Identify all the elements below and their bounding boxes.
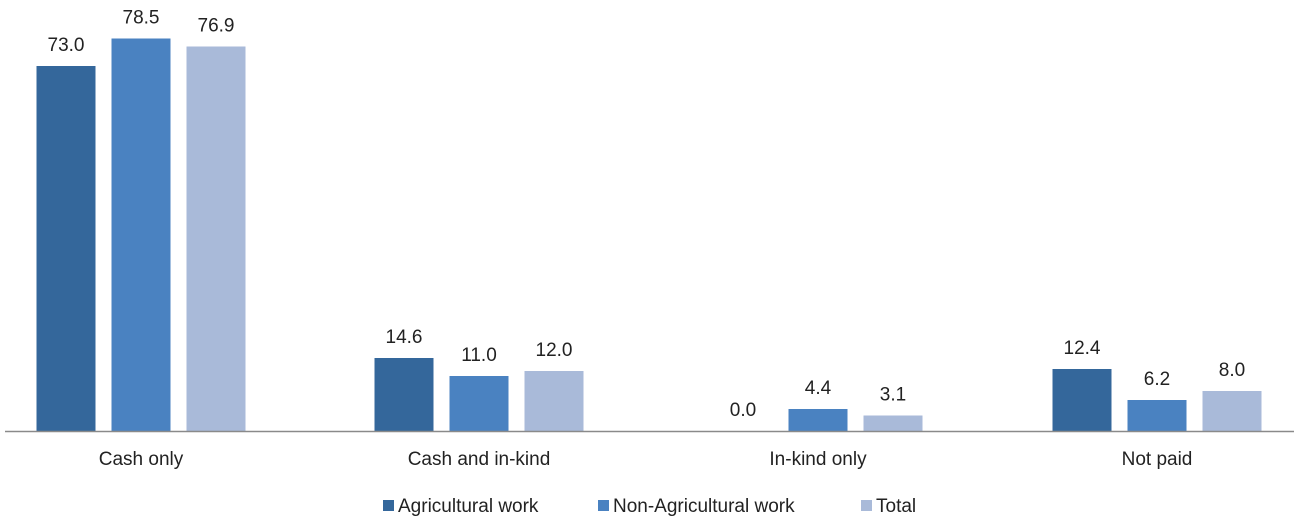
legend-label-non-agricultural-work: Non-Agricultural work bbox=[613, 496, 795, 517]
bar-not-paid-total bbox=[1202, 391, 1262, 431]
category-labels: Cash only Cash and in-kind In-kind only Not… bbox=[99, 449, 1193, 470]
bar-cash-and-in-kind-total bbox=[524, 371, 584, 431]
plot-area: 73.0 78.5 76.9 14.6 11.0 12.0 0.0 4.4 3.1 12.4 6.2… bbox=[36, 8, 1262, 431]
bar-in-kind-only-total bbox=[863, 415, 923, 431]
data-label-cash-and-in-kind-agricultural-work: 14.6 bbox=[386, 327, 423, 348]
data-label-cash-and-in-kind-total: 12.0 bbox=[536, 340, 573, 361]
legend-label-agricultural-work: Agricultural work bbox=[398, 496, 539, 517]
data-label-in-kind-only-total: 3.1 bbox=[880, 385, 906, 406]
bar-not-paid-agricultural-work bbox=[1052, 369, 1112, 431]
data-label-cash-only-total: 76.9 bbox=[198, 16, 235, 37]
data-label-in-kind-only-agricultural-work: 0.0 bbox=[730, 400, 756, 421]
legend-label-total: Total bbox=[876, 496, 916, 517]
bar-cash-only-agricultural-work bbox=[36, 66, 96, 431]
data-label-not-paid-agricultural-work: 12.4 bbox=[1064, 338, 1101, 359]
data-label-cash-and-in-kind-non-agricultural-work: 11.0 bbox=[461, 345, 497, 366]
legend-swatch-agricultural-work bbox=[383, 500, 394, 511]
data-label-not-paid-total: 8.0 bbox=[1219, 360, 1245, 381]
bar-cash-and-in-kind-non-agricultural-work bbox=[449, 376, 509, 431]
data-label-cash-only-non-agricultural-work: 78.5 bbox=[123, 8, 160, 29]
category-label-cash-and-in-kind: Cash and in-kind bbox=[408, 449, 551, 470]
data-label-cash-only-agricultural-work: 73.0 bbox=[48, 35, 85, 56]
legend-swatch-total bbox=[861, 500, 872, 511]
bar-cash-only-non-agricultural-work bbox=[111, 38, 171, 431]
category-label-cash-only: Cash only bbox=[99, 449, 184, 470]
data-label-in-kind-only-non-agricultural-work: 4.4 bbox=[805, 378, 832, 399]
legend: Agricultural work Non-Agricultural work To… bbox=[383, 496, 916, 517]
bar-cash-and-in-kind-agricultural-work bbox=[374, 358, 434, 431]
data-label-not-paid-non-agricultural-work: 6.2 bbox=[1144, 369, 1170, 390]
bar-not-paid-non-agricultural-work bbox=[1127, 400, 1187, 431]
category-label-not-paid: Not paid bbox=[1122, 449, 1193, 470]
bar-cash-only-total bbox=[186, 46, 246, 431]
category-label-in-kind-only: In-kind only bbox=[769, 449, 867, 470]
legend-swatch-non-agricultural-work bbox=[598, 500, 609, 511]
bar-in-kind-only-non-agricultural-work bbox=[788, 409, 848, 431]
